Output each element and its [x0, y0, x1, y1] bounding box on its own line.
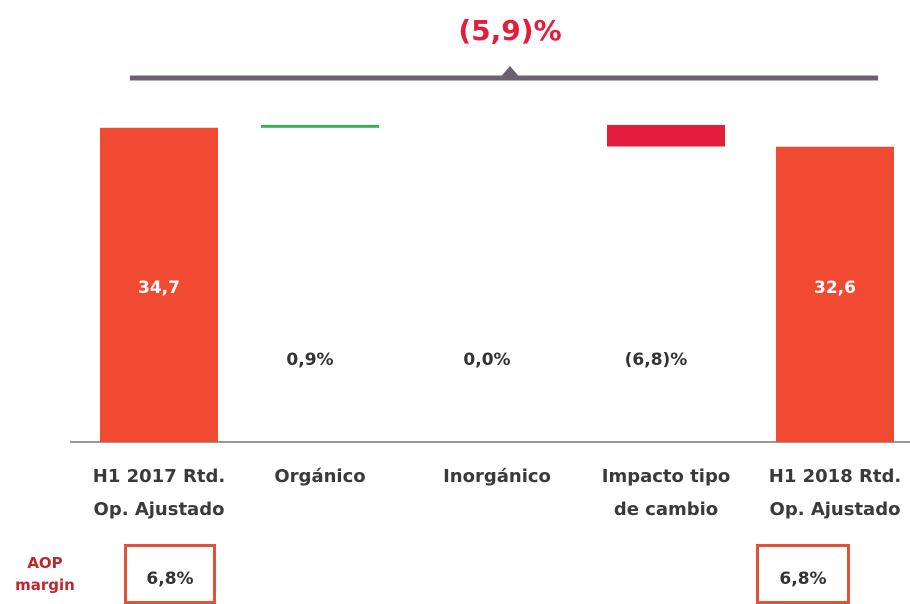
- value-label: (6,8)%: [624, 350, 688, 370]
- x-tick-label: Inorgánico: [443, 466, 551, 487]
- x-tick-label: Orgánico: [274, 466, 366, 487]
- bar: [100, 127, 218, 443]
- x-tick-label: H1 2017 Rtd. Op. Ajustado: [92, 466, 226, 520]
- value-label: 0,0%: [463, 350, 511, 370]
- value-label: 34,7: [138, 278, 180, 298]
- margin-label: AOP margin: [15, 554, 75, 594]
- margin-box: 6,8%: [756, 544, 850, 604]
- margin-box: 6,8%: [124, 544, 216, 604]
- total-change-marker: [498, 66, 522, 80]
- value-label: 32,6: [814, 278, 856, 298]
- x-tick-label: Impacto tipo de cambio: [601, 466, 731, 520]
- margin-value: 6,8%: [146, 569, 194, 589]
- bar: [261, 124, 379, 128]
- margin-value: 6,8%: [779, 569, 827, 589]
- bar: [776, 146, 894, 443]
- value-label: 0,9%: [286, 350, 334, 370]
- chart-title: (5,9)%: [458, 14, 562, 47]
- bar: [607, 124, 725, 147]
- x-tick-label: H1 2018 Rtd. Op. Ajustado: [768, 466, 902, 520]
